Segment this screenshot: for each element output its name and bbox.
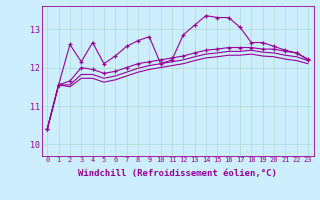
X-axis label: Windchill (Refroidissement éolien,°C): Windchill (Refroidissement éolien,°C) — [78, 169, 277, 178]
